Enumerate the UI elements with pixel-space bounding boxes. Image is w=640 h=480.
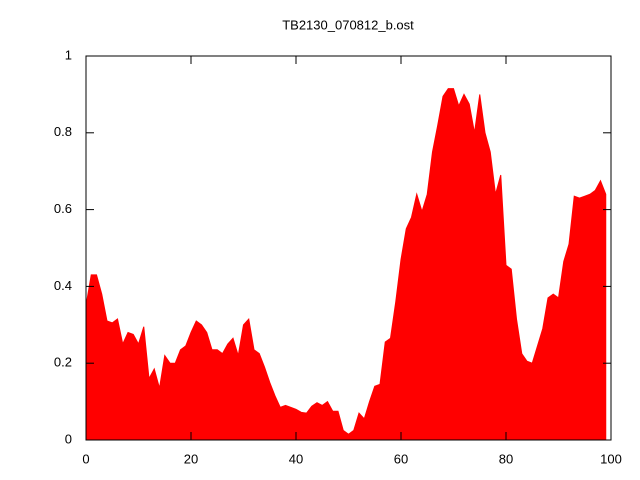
x-tick-label: 20 [184, 451, 198, 466]
chart-title: TB2130_070812_b.ost [282, 17, 414, 32]
x-tick-label: 60 [394, 451, 408, 466]
y-tick-label: 0.2 [54, 355, 72, 370]
y-tick-label: 0 [65, 431, 72, 446]
y-tick-label: 0.4 [54, 278, 72, 293]
plot-frame [85, 55, 612, 441]
y-tick-label: 0.6 [54, 201, 72, 216]
y-tick-label: 0.8 [54, 124, 72, 139]
y-tick-label: 1 [65, 47, 72, 62]
area [85, 88, 607, 441]
x-tick-label: 80 [499, 451, 513, 466]
x-tick-label: 0 [82, 451, 89, 466]
x-tick-label: 40 [289, 451, 303, 466]
x-tick-label: 100 [600, 451, 622, 466]
